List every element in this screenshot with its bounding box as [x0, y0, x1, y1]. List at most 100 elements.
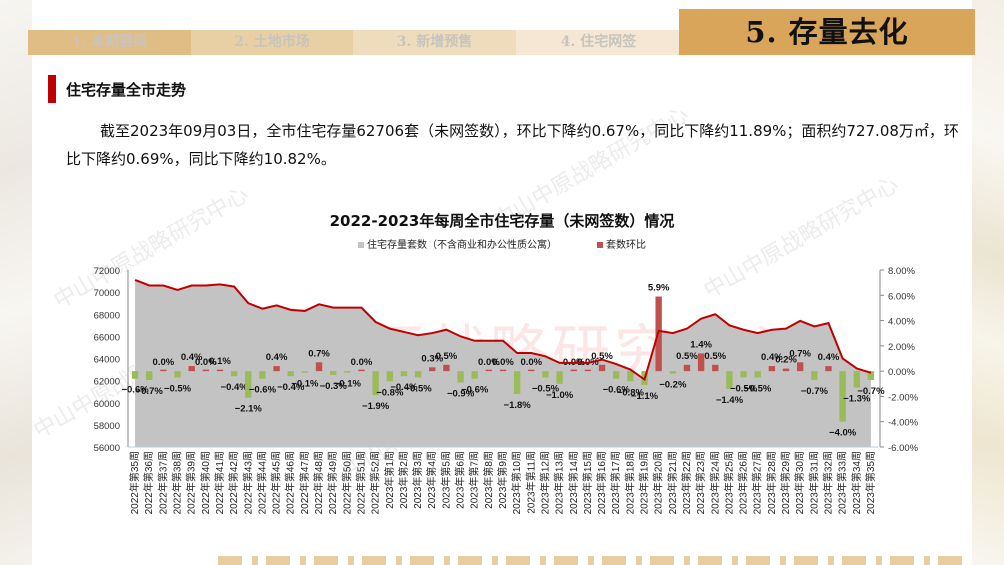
bar-label: −0.4% [390, 382, 418, 393]
mom-bar [273, 366, 280, 372]
mom-bar [697, 353, 705, 372]
mom-bar [811, 371, 818, 380]
bar-label: −0.6% [121, 385, 149, 396]
x-tick-label: 2022年第44周 [255, 451, 268, 514]
tab-residential-signing[interactable]: 4. 住宅网签 [516, 30, 681, 55]
bar-label: 0.0% [520, 357, 542, 368]
x-tick-label: 2022年第40周 [199, 451, 212, 514]
x-tick-label: 2023年第10周 [510, 451, 523, 514]
x-tick-label: 2023年第30周 [793, 451, 806, 514]
x-tick-label: 2023年第18周 [623, 451, 636, 514]
x-tick-label: 2022年第45周 [270, 451, 283, 514]
tab-new-presale[interactable]: 3. 新增预售 [353, 30, 516, 55]
x-tick-label: 2023年第29周 [779, 451, 792, 514]
mom-bar [839, 371, 846, 422]
bar-label: −0.4% [277, 382, 305, 393]
x-tick-label: 2023年第22周 [680, 451, 693, 514]
mom-bar [146, 371, 153, 380]
mom-bar [598, 364, 606, 372]
summary-paragraph: 截至2023年09月03日，全市住宅存量62706套（未网签数），环比下降约0.… [66, 117, 966, 173]
bar-label: 0.5% [436, 351, 458, 362]
x-tick-label: 2023年第3周 [411, 451, 424, 509]
x-tick-label: 2023年第4周 [425, 451, 438, 509]
y-tick-right: 4.00% [888, 317, 915, 328]
mom-bar [330, 371, 337, 375]
stock-area [135, 279, 871, 447]
mom-bar [245, 371, 252, 398]
mom-bar [556, 371, 563, 384]
x-tick-label: 2023年第25周 [722, 451, 735, 514]
bar-label: 0.4% [266, 352, 288, 363]
mom-bar [513, 371, 521, 394]
mom-bar [287, 371, 294, 377]
x-tick-label: 2022年第48周 [312, 451, 325, 514]
mom-bar [485, 369, 493, 372]
mom-bar [188, 366, 195, 372]
tab-inventory-active[interactable]: 5. 存量去化 [679, 9, 975, 55]
y-tick-right: 8.00% [888, 266, 915, 277]
bar-label: 0.0% [492, 357, 514, 368]
mom-bar [627, 371, 634, 382]
bar-label: −0.5% [532, 383, 560, 394]
mom-bar [768, 366, 776, 372]
y-tick-right: -6.00% [888, 443, 919, 454]
bar-label: 0.7% [789, 348, 811, 359]
bar-label: 1.4% [690, 339, 712, 350]
bar-label: −0.9% [447, 389, 475, 400]
x-tick-label: 2023年第17周 [609, 451, 622, 514]
x-tick-label: 2023年第27周 [751, 451, 764, 514]
x-tick-label: 2023年第20周 [652, 451, 665, 514]
bar-label: −0.6% [461, 385, 489, 396]
bar-label: 0.4% [761, 352, 783, 363]
bar-label: −0.8% [617, 387, 645, 398]
x-tick-label: 2023年第34周 [850, 451, 863, 514]
bar-label: −0.7% [857, 386, 885, 397]
bar-label: −0.5% [164, 383, 192, 394]
bar-label: −0.2% [659, 380, 687, 391]
bar-label: −0.1% [334, 378, 362, 389]
mom-bar [471, 371, 478, 379]
bar-label: −1.9% [362, 401, 390, 412]
bar-label: 0.7% [308, 348, 330, 359]
section-tabs: 1. 本期要闻 2. 土地市场 3. 新增预售 4. 住宅网签 [28, 30, 681, 55]
bar-label: 0.5% [676, 351, 698, 362]
x-tick-label: 2023年第7周 [468, 451, 481, 509]
mom-bar [683, 364, 691, 372]
x-tick-label: 2023年第19周 [638, 451, 651, 514]
mom-bar [712, 364, 719, 372]
bar-label: −1.3% [843, 394, 871, 405]
tab-news[interactable]: 1. 本期要闻 [28, 30, 191, 55]
mom-bar [542, 371, 549, 378]
bar-label: −0.5% [404, 383, 432, 394]
slide-page [32, 0, 972, 565]
x-tick-label: 2022年第47周 [298, 451, 311, 514]
bar-label: −0.6% [249, 385, 277, 396]
tab-land-market[interactable]: 2. 土地市场 [191, 30, 353, 55]
x-tick-label: 2023年第1周 [383, 451, 396, 509]
bar-label: 0.1% [209, 356, 231, 367]
legend-label: 套数环比 [606, 240, 646, 251]
y-tick-left: 64000 [94, 355, 120, 366]
x-tick-label: 2023年第33周 [836, 451, 849, 514]
legend-swatch-gray [358, 242, 364, 248]
mom-bar [613, 371, 620, 379]
bar-label: −4.0% [829, 428, 857, 439]
stock-line [134, 279, 872, 382]
decorative-strip [218, 556, 970, 565]
bar-label: 0.5% [704, 351, 726, 362]
x-tick-label: 2022年第39周 [185, 451, 198, 514]
marble-border-right [972, 0, 1004, 565]
mom-bar [131, 371, 139, 379]
mom-bar [726, 371, 733, 389]
bar-label: −0.6% [603, 385, 631, 396]
section-title: 住宅存量全市走势 [66, 81, 187, 99]
mom-bar [796, 362, 804, 372]
x-tick-label: 2023年第13周 [553, 451, 566, 514]
chart-title: 2022-2023年每周全市住宅存量（未网签数）情况 [329, 212, 675, 230]
y-tick-left: 58000 [94, 421, 120, 432]
mom-bar [669, 371, 676, 374]
bar-label: −0.7% [136, 386, 164, 397]
x-tick-label: 2022年第51周 [354, 451, 367, 514]
x-tick-label: 2023年第14周 [567, 451, 580, 514]
mom-bar [528, 369, 535, 372]
